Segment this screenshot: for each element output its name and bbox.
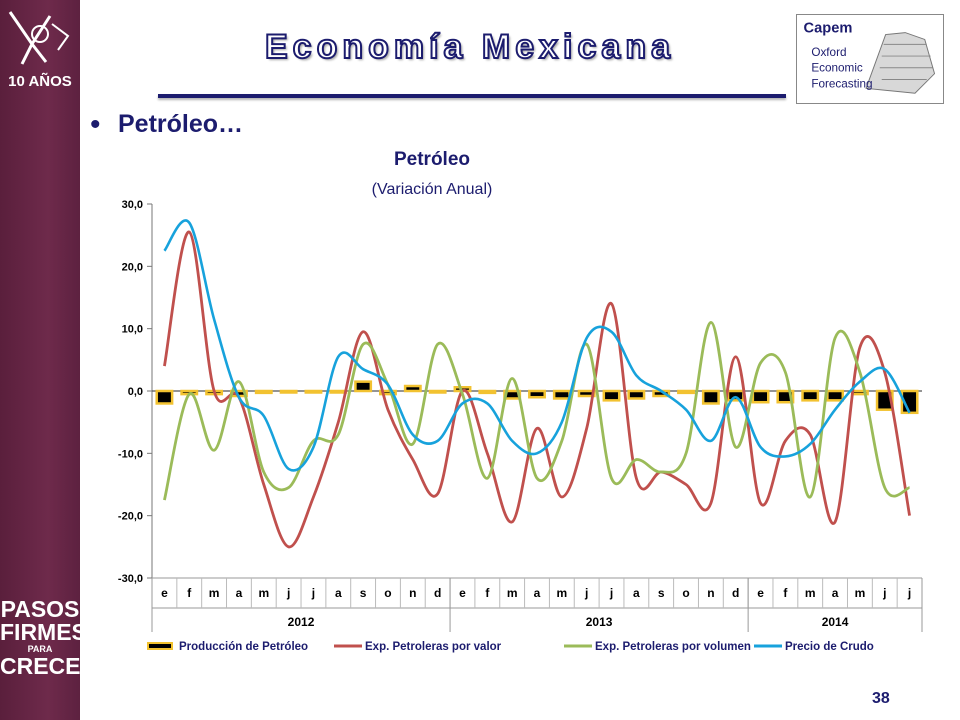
x-tick-label: a (335, 586, 342, 600)
x-tick-label: a (832, 586, 839, 600)
y-tick-label: 20,0 (122, 261, 143, 273)
bar-produccion (776, 389, 795, 404)
bar-produccion (254, 389, 273, 395)
x-tick-label: n (707, 586, 714, 600)
x-tick-label: m (258, 586, 269, 600)
y-tick-label: -30,0 (118, 573, 143, 585)
bar-produccion (329, 389, 348, 394)
side-slogan: PASOS FIRMES PARA CRECER (0, 596, 98, 720)
x-tick-label: a (534, 586, 541, 600)
x-tick-label: o (384, 586, 391, 600)
bar-produccion (379, 389, 397, 396)
bar-produccion (677, 389, 695, 395)
capem-text: Capem (804, 21, 853, 37)
x-tick-label: e (161, 586, 168, 600)
bullet-heading: Petróleo… (118, 110, 244, 138)
x-tick-label: s (658, 586, 665, 600)
year-label: 2014 (822, 615, 849, 629)
x-tick-label: o (682, 586, 689, 600)
slogan-word-1: PASOS (0, 596, 80, 622)
bar-produccion (279, 389, 298, 394)
x-tick-label: e (757, 586, 764, 600)
x-tick-label: j (609, 586, 613, 600)
x-tick-label: j (584, 586, 588, 600)
slogan-word-4: CRECER (0, 653, 98, 679)
y-tick-label: -10,0 (118, 448, 143, 460)
bar-produccion (528, 389, 546, 399)
x-tick-label: m (557, 586, 568, 600)
line-precio-crudo (163, 219, 911, 472)
year-label: 2013 (586, 615, 613, 629)
x-tick-label: f (187, 586, 192, 600)
legend-label: Producción de Petróleo (179, 641, 308, 653)
bar-produccion (577, 389, 596, 398)
page-number: 38 (872, 690, 890, 707)
bar-produccion (354, 380, 373, 393)
x-tick-label: a (633, 586, 640, 600)
capem-oxford-logo: Capem Oxford Economic Forecasting (796, 14, 944, 104)
forecasting-text: Forecasting (811, 77, 872, 90)
x-tick-label: d (732, 586, 739, 600)
x-tick-label: j (882, 586, 886, 600)
chart-subtitle: (Variación Anual) (372, 181, 493, 198)
legend-swatch-produccion (147, 642, 173, 650)
bar-produccion (552, 389, 571, 400)
bar-produccion (826, 389, 845, 402)
petroleo-chart: Petróleo (Variación Anual) 30,0 20,0 10,0 0,… (118, 149, 923, 653)
economic-text: Economic (811, 62, 863, 75)
y-tick-label: 30,0 (122, 199, 143, 211)
x-tick-label: s (360, 586, 367, 600)
bullet-marker: • (90, 108, 101, 141)
bar-produccion (602, 389, 621, 402)
x-tick-label: e (459, 586, 466, 600)
logo-anniversary-text: 10 AÑOS (8, 72, 72, 90)
legend-label: Exp. Petroleras por valor (365, 641, 502, 653)
x-tick-label: m (855, 586, 866, 600)
x-tick-label: a (236, 586, 243, 600)
year-label: 2012 (288, 615, 315, 629)
bar-produccion (726, 389, 745, 402)
x-tick-label: m (209, 586, 220, 600)
bar-produccion (428, 389, 447, 394)
y-tick-label: -20,0 (118, 511, 143, 523)
line-exp-valor (163, 230, 911, 549)
x-tick-label: f (485, 586, 490, 600)
x-tick-label: j (907, 586, 911, 600)
slogan-word-2: FIRMES (0, 619, 87, 645)
legend-label: Precio de Crudo (785, 641, 874, 653)
bar-produccion (627, 389, 646, 400)
y-tick-label: 0,0 (128, 386, 143, 398)
oxford-text: Oxford (811, 46, 846, 59)
sidebar: 10 AÑOS PASOS FIRMES PARA CRECER (0, 0, 98, 720)
bar-produccion (478, 389, 497, 395)
x-tick-label: j (311, 586, 315, 600)
y-tick-label: 10,0 (122, 324, 143, 336)
x-tick-label: n (409, 586, 416, 600)
title-underline (158, 94, 786, 98)
slide-title: Economía Mexicana (264, 27, 675, 67)
bar-produccion (304, 389, 323, 394)
line-exp-volumen (163, 321, 911, 501)
bar-produccion (801, 389, 820, 402)
x-tick-label: m (507, 586, 518, 600)
x-tick-label: d (434, 586, 441, 600)
x-tick-label: j (286, 586, 290, 600)
ipn-anniversary-logo: 10 AÑOS (8, 11, 72, 90)
legend-label: Exp. Petroleras por volumen (595, 641, 751, 653)
bar-produccion (701, 389, 720, 405)
bar-produccion (751, 389, 770, 404)
slogan-word-3: PARA (27, 644, 53, 654)
chart-title: Petróleo (394, 149, 470, 170)
x-tick-label: f (783, 586, 788, 600)
bar-produccion (403, 384, 422, 393)
x-tick-label: m (805, 586, 816, 600)
bar-produccion (155, 389, 174, 405)
